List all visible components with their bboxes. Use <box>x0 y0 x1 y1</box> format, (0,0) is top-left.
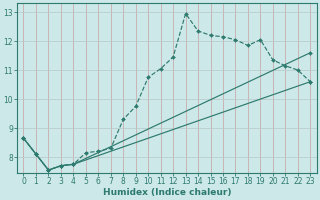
X-axis label: Humidex (Indice chaleur): Humidex (Indice chaleur) <box>103 188 231 197</box>
